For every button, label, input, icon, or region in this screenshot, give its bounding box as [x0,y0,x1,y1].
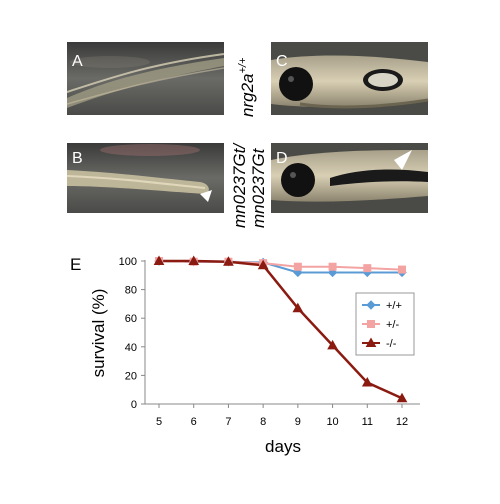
y-axis-label: survival (%) [89,289,108,378]
series-2-point-0 [153,255,165,265]
series-2-point-1 [188,255,200,265]
y-tick-label-4: 80 [125,285,137,297]
legend-label-0: +/+ [386,300,402,312]
series-2-point-7 [396,392,408,403]
genotype-label-mutant-line2: mn0237Gt [249,147,268,228]
series-1-point-6 [363,264,372,273]
series-1-point-4 [293,262,302,271]
panel-d-micrograph: D [271,143,428,213]
x-tick-label-0: 5 [156,416,162,428]
series-2-point-4 [292,302,304,313]
series-2-point-6 [361,377,373,387]
survival-chart: E survival (%) days 0 20 40 60 80 100 5 6 7 8 9 10… [70,255,420,456]
panel-d-label: D [276,150,288,167]
series-1-point-5 [328,262,337,271]
legend-label-1: +/- [386,319,399,331]
x-tick-label-2: 7 [225,416,231,428]
x-tick-label-4: 9 [295,416,301,428]
arrowhead-b-icon [200,190,212,202]
panel-c-label: C [276,53,288,70]
y-tick-label-5: 100 [119,256,137,268]
panel-b-label: B [72,150,83,167]
panel-c-micrograph: C [271,42,429,115]
x-axis-label: days [265,437,301,456]
genotype-wildtype-superscript: +/+ [237,57,249,73]
panel-e-label: E [70,255,81,274]
y-tick-label-3: 60 [125,313,137,325]
series-2-point-5 [327,339,338,350]
panel-a-micrograph: A [66,42,225,115]
y-tick-label-0: 0 [131,399,137,411]
legend-swatch-marker-0 [366,300,376,310]
series-line-2 [159,259,403,400]
genotype-label-mutant-line1: mn0237Gt/ [230,142,249,228]
legend-swatch-marker-2 [365,337,377,347]
panel-b-micrograph: B [66,143,224,213]
x-tick-label-7: 12 [396,416,408,428]
series-2-point-2 [223,256,234,266]
legend-swatch-marker-1 [367,320,375,328]
panel-a-label: A [72,53,83,70]
arrowhead-d-icon [394,150,412,170]
x-tick-label-6: 11 [362,416,373,428]
x-tick-label-5: 10 [326,416,338,428]
y-tick-label-2: 40 [125,342,137,354]
genotype-wildtype-base: nrg2a [238,74,257,117]
y-tick-label-1: 20 [125,370,137,382]
series-2-point-3 [257,259,269,270]
legend: +/+ +/- -/- [355,292,415,356]
genotype-label-wildtype: nrg2a+/+ [237,57,257,117]
series-1-point-7 [398,265,406,274]
x-tick-label-3: 8 [260,416,266,428]
x-tick-label-1: 6 [191,416,197,428]
legend-label-2: -/- [386,338,397,350]
